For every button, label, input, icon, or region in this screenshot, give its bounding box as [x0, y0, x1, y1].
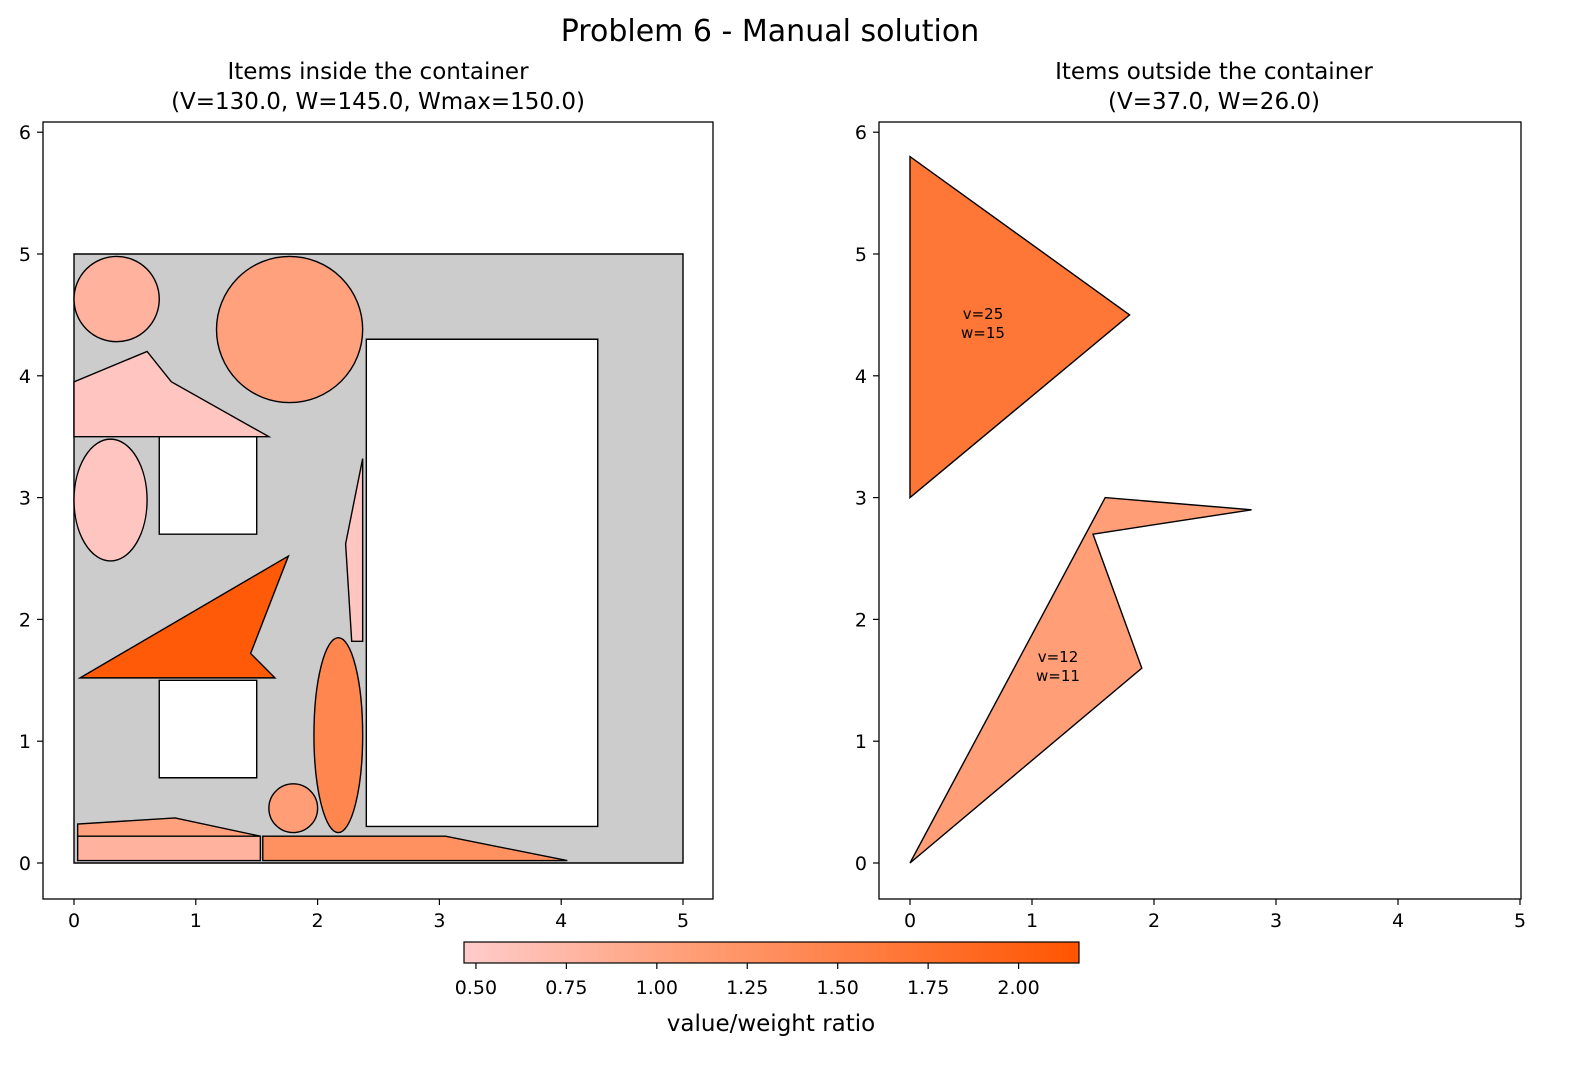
colorbar-tick-label: 2.00: [997, 977, 1039, 999]
colorbar-tick-label: 0.50: [455, 977, 497, 999]
y-tick-label: 1: [19, 731, 31, 753]
x-tick-label: 1: [190, 910, 202, 932]
left-x-ticks: 0 1 2 3 4 5: [68, 899, 689, 932]
item-polygon: [76, 835, 262, 862]
container-hole: [158, 436, 258, 535]
y-tick-label: 4: [19, 366, 31, 388]
right-axes: v=25 w=15 v=12 w=11 0 1 2 3 4 5 0 1 2 3 4 5 6: [855, 121, 1526, 932]
right-shapes: [909, 155, 1252, 864]
x-tick-label: 4: [555, 910, 567, 932]
item-label-weight: w=15: [961, 324, 1005, 342]
x-tick-label: 2: [1148, 910, 1160, 932]
item-label-value: v=12: [1038, 648, 1079, 666]
left-axes-frame: [42, 121, 714, 900]
left-y-ticks: 0 1 2 3 4 5 6: [19, 122, 43, 875]
y-tick-label: 2: [855, 609, 867, 631]
x-tick-label: 0: [904, 910, 916, 932]
item-circle: [268, 783, 319, 834]
item-polygon: [262, 835, 568, 862]
right-axes-frame: [878, 121, 1522, 900]
colorbar-ticks: 0.50 0.75 1.00 1.25 1.50 1.75 2.00: [455, 963, 1040, 999]
y-tick-label: 6: [19, 122, 31, 144]
y-tick-label: 4: [855, 366, 867, 388]
y-tick-label: 3: [19, 488, 31, 510]
colorbar-tick-label: 1.75: [907, 977, 949, 999]
container-hole: [365, 338, 599, 828]
y-tick-label: 1: [855, 731, 867, 753]
left-panel-title-line1: Items inside the container: [227, 59, 529, 85]
item-polygon: [344, 458, 364, 643]
y-tick-label: 0: [855, 853, 867, 875]
colorbar-tick-label: 1.50: [817, 977, 859, 999]
right-x-ticks: 0 1 2 3 4 5: [904, 899, 1526, 932]
item-polygon: [909, 496, 1252, 864]
item-ellipse: [73, 438, 148, 562]
figure-title: Problem 6 - Manual solution: [561, 14, 980, 49]
left-axes: 0 1 2 3 4 5 0 1 2 3 4 5 6: [19, 121, 714, 932]
colorbar-tick-label: 1.00: [636, 977, 678, 999]
item-circle: [215, 255, 364, 404]
x-tick-label: 2: [312, 910, 324, 932]
y-tick-label: 6: [855, 122, 867, 144]
y-tick-label: 2: [19, 609, 31, 631]
colorbar-tick-label: 0.75: [545, 977, 587, 999]
left-shapes: [73, 253, 684, 864]
y-tick-label: 0: [19, 853, 31, 875]
x-tick-label: 5: [677, 910, 689, 932]
x-tick-label: 3: [433, 910, 445, 932]
item-label-value: v=25: [963, 305, 1004, 323]
item-polygon: [909, 155, 1131, 500]
item-polygon: [77, 554, 290, 679]
right-y-ticks: 0 1 2 3 4 5 6: [855, 122, 879, 875]
x-tick-label: 5: [1514, 910, 1526, 932]
y-tick-label: 3: [855, 488, 867, 510]
y-tick-label: 5: [855, 244, 867, 266]
x-tick-label: 1: [1026, 910, 1038, 932]
right-panel-title-line2: (V=37.0, W=26.0): [1108, 89, 1320, 115]
x-tick-label: 4: [1392, 910, 1404, 932]
container-hole: [158, 679, 258, 779]
colorbar-tick-label: 1.25: [726, 977, 768, 999]
y-tick-label: 5: [19, 244, 31, 266]
x-tick-label: 3: [1270, 910, 1282, 932]
right-panel-title-line1: Items outside the container: [1055, 59, 1373, 85]
item-label-weight: w=11: [1036, 667, 1080, 685]
item-circle: [73, 255, 160, 343]
left-panel-title-line2: (V=130.0, W=145.0, Wmax=150.0): [171, 89, 585, 115]
item-polygon: [73, 350, 272, 438]
item-ellipse: [313, 636, 364, 834]
colorbar-label: value/weight ratio: [667, 1011, 875, 1037]
x-tick-label: 0: [68, 910, 80, 932]
colorbar: [463, 941, 1080, 964]
